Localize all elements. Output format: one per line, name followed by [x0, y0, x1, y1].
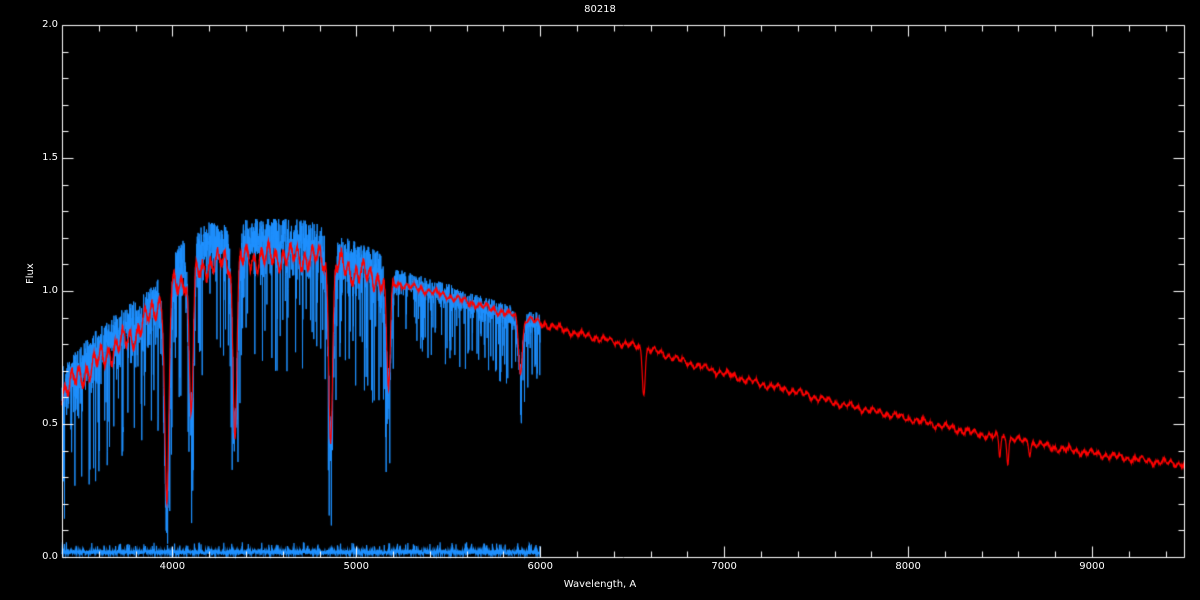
- x-tick-label-5000: 5000: [343, 561, 370, 572]
- x-tick-label-7000: 7000: [711, 561, 737, 572]
- y-axis-tick-labels: 0.0 0.5 1.0 1.5 2.0: [0, 0, 58, 600]
- y-tick-label-1.5: 1.5: [42, 152, 58, 163]
- y-tick-label-2.0: 2.0: [42, 19, 58, 30]
- x-tick-label-6000: 6000: [527, 561, 553, 572]
- x-tick-label-4000: 4000: [159, 561, 186, 572]
- x-axis-label: Wavelength, A: [563, 579, 637, 590]
- y-tick-label-1.0: 1.0: [42, 285, 58, 296]
- y-tick-label-0.5: 0.5: [42, 418, 58, 429]
- x-tick-label-8000: 8000: [895, 561, 921, 572]
- y-tick-label-0.0: 0.0: [42, 551, 58, 562]
- plot-title: 80218: [584, 4, 616, 15]
- x-tick-label-9000: 9000: [1079, 561, 1105, 572]
